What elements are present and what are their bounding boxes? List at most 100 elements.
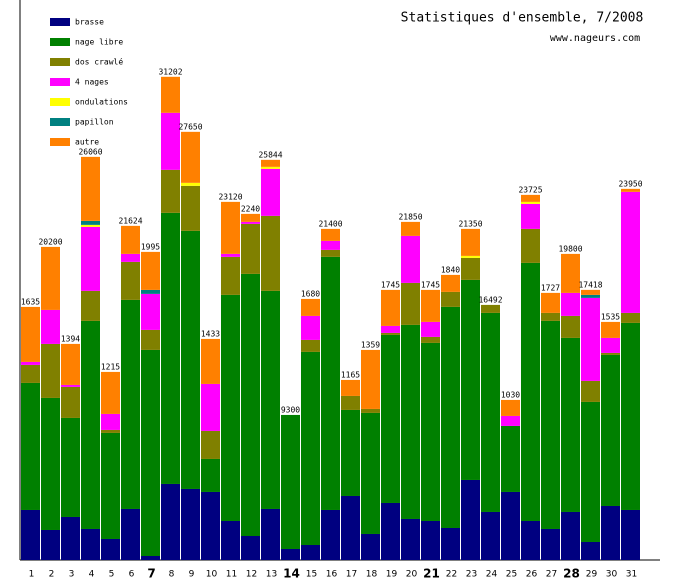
total-label: 31202 (158, 67, 182, 76)
bar-segment (301, 339, 320, 352)
bar-segment (581, 541, 600, 560)
total-label: 17418 (578, 280, 602, 289)
bar-segment (581, 297, 600, 381)
x-tick-label: 20 (406, 570, 418, 580)
x-tick-label: 18 (366, 570, 378, 580)
x-tick-label: 15 (306, 570, 317, 580)
bar-segment (141, 329, 160, 350)
x-tick-label: 31 (626, 570, 637, 580)
x-tick-label: 2 (49, 570, 55, 580)
bar-segment (141, 293, 160, 330)
total-label: 21624 (118, 216, 142, 225)
bar-segment (461, 228, 480, 256)
x-tick-label: 5 (109, 570, 115, 580)
bar-segment (81, 320, 100, 529)
bar-segment (381, 325, 400, 333)
bar-segment (581, 294, 600, 298)
x-tick-label: 21 (423, 567, 440, 580)
x-tick-label: 11 (226, 570, 237, 580)
bar-segment (361, 533, 380, 560)
bar-segment (241, 221, 260, 224)
bar-segment (261, 168, 280, 216)
bar-segment (441, 527, 460, 560)
x-tick-label: 4 (89, 570, 95, 580)
bar-segment (361, 408, 380, 413)
x-tick-label: 23 (466, 570, 477, 580)
bar-segment (321, 256, 340, 510)
bar-segment (241, 535, 260, 560)
x-tick-label: 1 (29, 570, 35, 580)
bar-segment (341, 379, 360, 396)
bar-segment (401, 324, 420, 519)
bar-segment (301, 351, 320, 545)
bar-segment (481, 312, 500, 512)
bar-segment (41, 529, 60, 560)
bar-segment (601, 352, 620, 355)
bar-segment (541, 528, 560, 560)
total-label: 1165 (341, 370, 360, 379)
legend-swatch (50, 118, 70, 126)
bar-segment (201, 383, 220, 431)
total-label: 16492 (478, 295, 502, 304)
bar-segment (381, 332, 400, 335)
bar-segment (281, 548, 300, 560)
bar-segment (61, 516, 80, 560)
x-tick-label: 16 (326, 570, 338, 580)
legend-swatch (50, 138, 70, 146)
legend-label: 4 nages (75, 78, 109, 87)
total-label: 19800 (558, 244, 582, 253)
total-label: 1995 (141, 242, 160, 251)
bar-segment (301, 315, 320, 340)
x-tick-label: 7 (147, 567, 155, 580)
x-tick-label: 25 (506, 570, 517, 580)
legend-label: papillon (75, 118, 114, 127)
bar-segment (61, 386, 80, 418)
chart-title: Statistiques d'ensemble, 7/2008 (401, 11, 644, 26)
bar-segment (501, 425, 520, 492)
bar-segment (581, 380, 600, 402)
bar-segment (601, 505, 620, 560)
x-tick-label: 22 (446, 570, 457, 580)
bar-segment (421, 520, 440, 560)
x-tick-label: 19 (386, 570, 398, 580)
x-tick-label: 9 (189, 570, 195, 580)
bar-segment (261, 290, 280, 509)
x-tick-label: 14 (283, 567, 300, 580)
total-label: 21850 (398, 212, 422, 221)
bar-segment (581, 401, 600, 542)
bar-segment (461, 255, 480, 258)
bar-segment (541, 292, 560, 313)
total-label: 27650 (178, 122, 202, 131)
bar-segment (261, 166, 280, 169)
bar-segment (81, 528, 100, 560)
bar-segment (81, 224, 100, 227)
bar-segment (141, 289, 160, 294)
total-label: 2240 (241, 204, 260, 213)
bar-segment (421, 336, 440, 343)
legend-swatch (50, 58, 70, 66)
bar-segment (301, 544, 320, 560)
bar-segment (101, 413, 120, 430)
bar-segment (61, 384, 80, 387)
x-tick-label: 30 (606, 570, 618, 580)
bar-segment (141, 349, 160, 557)
bar-segment (101, 538, 120, 560)
bar-segment (181, 182, 200, 186)
bar-segment (621, 509, 640, 560)
bar-segment (161, 483, 180, 560)
bar-segment (421, 321, 440, 337)
total-label: 1359 (361, 340, 380, 349)
bar-segment (341, 409, 360, 496)
total-label: 1215 (101, 362, 120, 371)
bar-segment (381, 502, 400, 560)
bar-segment (601, 337, 620, 353)
bar-segment (281, 414, 300, 549)
bar-segment (561, 292, 580, 316)
bar-segment (521, 520, 540, 560)
bar-segment (101, 371, 120, 414)
bar-segment (181, 230, 200, 489)
bar-segment (341, 395, 360, 410)
bar-segment (521, 203, 540, 229)
bar-segment (481, 511, 500, 560)
